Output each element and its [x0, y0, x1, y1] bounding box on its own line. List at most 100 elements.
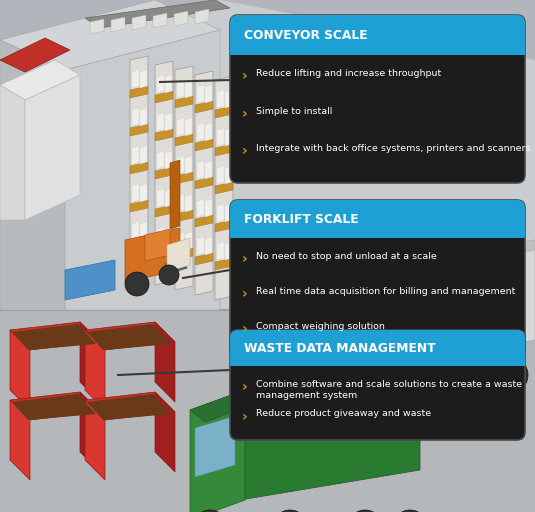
Polygon shape [177, 232, 184, 250]
Circle shape [502, 367, 518, 383]
FancyBboxPatch shape [230, 15, 525, 55]
Polygon shape [155, 61, 173, 285]
Polygon shape [155, 205, 173, 217]
Text: ›: › [242, 144, 248, 158]
Text: ›: › [242, 69, 248, 83]
Polygon shape [12, 394, 96, 420]
Text: WASTE DATA MANAGEMENT: WASTE DATA MANAGEMENT [244, 342, 435, 355]
Polygon shape [375, 240, 535, 280]
Text: Simple to install: Simple to install [256, 106, 332, 116]
Polygon shape [375, 240, 535, 370]
Polygon shape [215, 76, 233, 300]
Polygon shape [195, 416, 235, 477]
Polygon shape [177, 156, 184, 174]
Polygon shape [155, 322, 175, 402]
Polygon shape [130, 124, 148, 136]
FancyBboxPatch shape [230, 330, 525, 440]
Polygon shape [155, 392, 175, 472]
Polygon shape [145, 229, 170, 261]
Polygon shape [217, 166, 224, 184]
Polygon shape [85, 392, 175, 420]
Polygon shape [157, 75, 164, 93]
Polygon shape [132, 70, 139, 88]
Polygon shape [165, 113, 172, 131]
Polygon shape [185, 156, 192, 174]
Circle shape [159, 265, 179, 285]
Polygon shape [0, 0, 220, 70]
Polygon shape [155, 91, 173, 103]
Polygon shape [140, 146, 147, 164]
Polygon shape [140, 70, 147, 88]
Circle shape [492, 357, 528, 393]
Polygon shape [140, 108, 147, 126]
FancyBboxPatch shape [230, 15, 525, 183]
Bar [230, 348, 525, 366]
Polygon shape [197, 85, 204, 103]
Polygon shape [0, 22, 535, 222]
Polygon shape [215, 106, 233, 118]
Polygon shape [195, 139, 213, 151]
Polygon shape [90, 19, 104, 34]
Polygon shape [155, 129, 173, 141]
Text: FORKLIFT SCALE: FORKLIFT SCALE [244, 214, 358, 226]
Polygon shape [175, 210, 193, 222]
Polygon shape [185, 118, 192, 136]
Polygon shape [197, 199, 204, 217]
Text: Combine software and scale solutions to create a waste management system: Combine software and scale solutions to … [256, 380, 522, 400]
Text: ›: › [242, 287, 248, 301]
Polygon shape [87, 324, 171, 350]
Polygon shape [185, 194, 192, 212]
Polygon shape [65, 30, 220, 310]
Polygon shape [153, 13, 167, 28]
Circle shape [462, 367, 478, 383]
Polygon shape [132, 222, 139, 240]
Text: CONVEYOR SCALE: CONVEYOR SCALE [244, 29, 368, 42]
Polygon shape [195, 177, 213, 189]
Polygon shape [175, 172, 193, 184]
Polygon shape [185, 232, 192, 250]
Text: Real time data acquisition for billing and management: Real time data acquisition for billing a… [256, 287, 515, 296]
Polygon shape [132, 15, 146, 30]
Polygon shape [85, 330, 105, 410]
Polygon shape [130, 86, 148, 98]
Text: ›: › [242, 252, 248, 266]
Polygon shape [0, 0, 535, 310]
Polygon shape [225, 166, 232, 184]
Text: Integrate with back office systems, printers and scanners: Integrate with back office systems, prin… [256, 144, 531, 153]
Polygon shape [225, 128, 232, 146]
Polygon shape [225, 90, 232, 108]
Polygon shape [130, 162, 148, 174]
Polygon shape [140, 222, 147, 240]
Polygon shape [157, 227, 164, 245]
Polygon shape [175, 248, 193, 260]
FancyBboxPatch shape [230, 200, 525, 238]
Polygon shape [165, 189, 172, 207]
Polygon shape [85, 322, 175, 350]
Polygon shape [217, 90, 224, 108]
Circle shape [402, 357, 438, 393]
Polygon shape [80, 322, 100, 402]
Polygon shape [174, 11, 188, 26]
Polygon shape [205, 123, 212, 141]
Polygon shape [175, 96, 193, 108]
Polygon shape [197, 237, 204, 255]
Circle shape [192, 510, 228, 512]
Polygon shape [195, 9, 209, 24]
Polygon shape [240, 360, 440, 410]
Polygon shape [205, 237, 212, 255]
Polygon shape [170, 160, 180, 229]
Polygon shape [130, 56, 148, 280]
Polygon shape [87, 394, 171, 420]
Polygon shape [12, 324, 96, 350]
Polygon shape [197, 123, 204, 141]
Polygon shape [125, 228, 180, 282]
Polygon shape [177, 80, 184, 98]
Polygon shape [225, 242, 232, 260]
Polygon shape [111, 17, 125, 32]
Polygon shape [195, 101, 213, 113]
Text: Reduce product giveaway and waste: Reduce product giveaway and waste [256, 410, 431, 418]
Polygon shape [185, 80, 192, 98]
Circle shape [392, 510, 428, 512]
Polygon shape [157, 151, 164, 169]
FancyBboxPatch shape [230, 200, 525, 358]
